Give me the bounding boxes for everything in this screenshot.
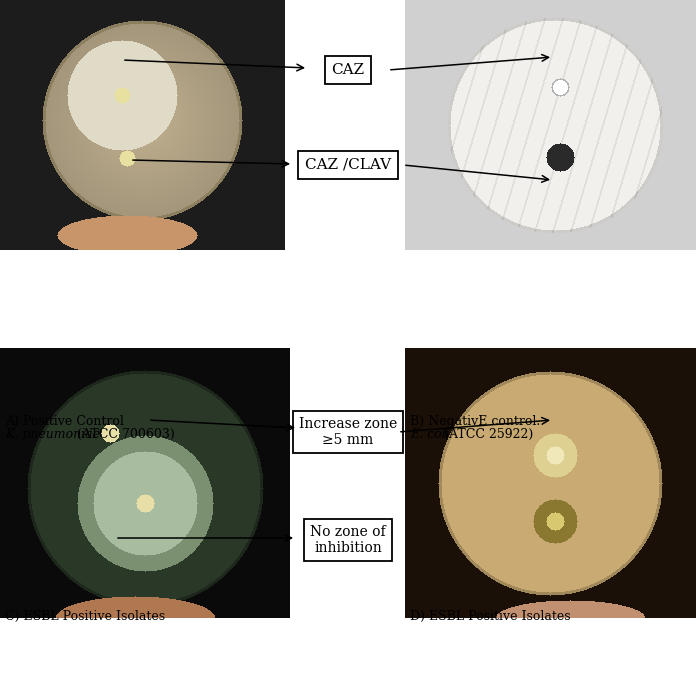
Text: (ATCC 25922): (ATCC 25922) — [440, 428, 533, 441]
Text: (ATCC 700603): (ATCC 700603) — [73, 428, 175, 441]
Text: CAZ: CAZ — [331, 63, 365, 77]
Text: E. coli: E. coli — [410, 428, 450, 441]
Text: CAZ /CLAV: CAZ /CLAV — [305, 158, 391, 172]
Text: Increase zone
≥5 mm: Increase zone ≥5 mm — [299, 417, 397, 447]
Text: A) Positive Control: A) Positive Control — [5, 415, 124, 428]
Text: No zone of
inhibition: No zone of inhibition — [310, 525, 386, 555]
Text: B) NegativE control.: B) NegativE control. — [410, 415, 540, 428]
Text: K. pneumoniae: K. pneumoniae — [5, 428, 100, 441]
Text: D) ESBL Positive Isolates: D) ESBL Positive Isolates — [410, 610, 571, 623]
Text: C) ESBL Positive Isolates: C) ESBL Positive Isolates — [5, 610, 165, 623]
